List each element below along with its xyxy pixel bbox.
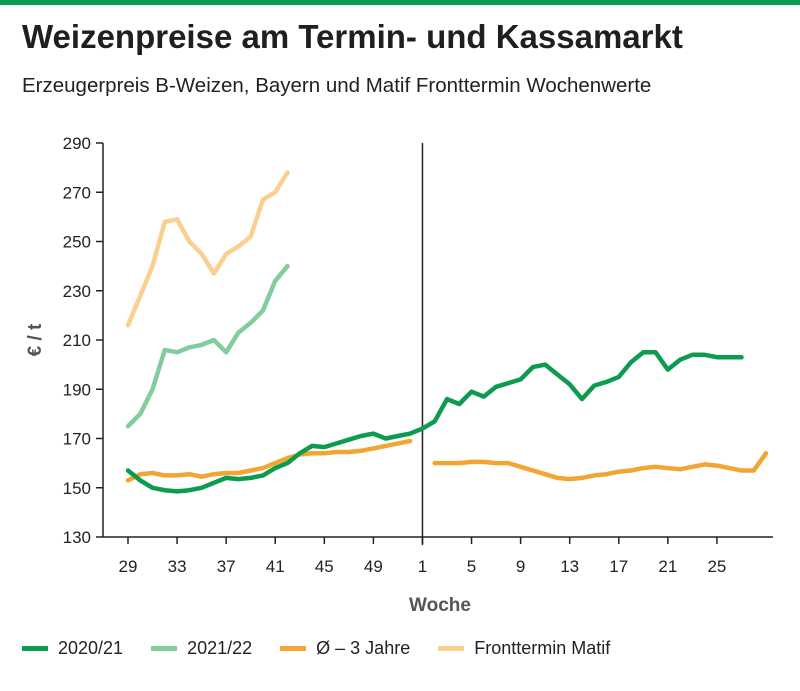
x-tick-label: 13 [560, 557, 579, 576]
x-tick-label: 5 [467, 557, 476, 576]
x-tick-label: 45 [315, 557, 334, 576]
series-line [125, 438, 413, 483]
series-line [432, 451, 769, 482]
series-line [125, 170, 290, 328]
chart-series-layer [125, 170, 769, 494]
x-tick-label: 1 [418, 557, 427, 576]
y-tick-label: 150 [63, 479, 91, 498]
x-tick-label: 41 [266, 557, 285, 576]
x-tick-label: 37 [217, 557, 236, 576]
x-tick-label: 9 [516, 557, 525, 576]
top-accent-bar [0, 0, 800, 5]
chart-axes [96, 142, 773, 545]
y-tick-label: 250 [63, 233, 91, 252]
x-tick-label: 17 [609, 557, 628, 576]
series-1 [125, 350, 744, 494]
series-4 [125, 170, 290, 328]
x-tick-label: 49 [364, 557, 383, 576]
y-tick-label: 270 [63, 183, 91, 202]
series-2 [125, 263, 290, 429]
legend-swatch [438, 645, 465, 651]
legend-item: 2021/22 [151, 638, 252, 659]
legend-swatch [280, 645, 307, 651]
x-tick-label: 29 [119, 557, 138, 576]
legend-swatch [151, 645, 178, 651]
y-tick-label: 230 [63, 282, 91, 301]
legend-swatch [22, 645, 48, 651]
y-tick-label: 130 [63, 528, 91, 547]
legend-label: Fronttermin Matif [474, 637, 611, 658]
x-axis-label: Woche [409, 595, 471, 616]
legend-item: Ø – 3 Jahre [280, 638, 410, 659]
y-tick-label: 190 [63, 380, 91, 399]
legend-item: 2020/21 [22, 638, 123, 659]
series-line [125, 263, 290, 429]
chart-subtitle: Erzeugerpreis B-Weizen, Bayern und Matif… [22, 74, 652, 97]
legend-label: 2020/21 [58, 637, 124, 658]
x-tick-label: 25 [707, 557, 726, 576]
legend-label: 2021/22 [187, 637, 253, 658]
series-line [125, 350, 744, 494]
y-axis-label: € / t [25, 323, 46, 356]
chart-title: Weizenpreise am Termin- und Kassamarkt [22, 18, 683, 55]
y-tick-label: 210 [63, 331, 91, 350]
y-tick-label: 290 [63, 134, 91, 153]
series-3 [125, 438, 769, 483]
legend-item: Fronttermin Matif [438, 638, 610, 659]
chart-legend: 2020/21 2021/22 Ø – 3 Jahre Fronttermin Mat… [22, 634, 638, 662]
y-tick-label: 170 [63, 430, 91, 449]
x-tick-label: 33 [168, 557, 187, 576]
legend-label: Ø – 3 Jahre [316, 637, 411, 658]
x-tick-label: 21 [658, 557, 677, 576]
chart-labels: 130 150 170 190 210 230 250 270 290 29 33 37 41 45 49 1… [25, 134, 726, 616]
